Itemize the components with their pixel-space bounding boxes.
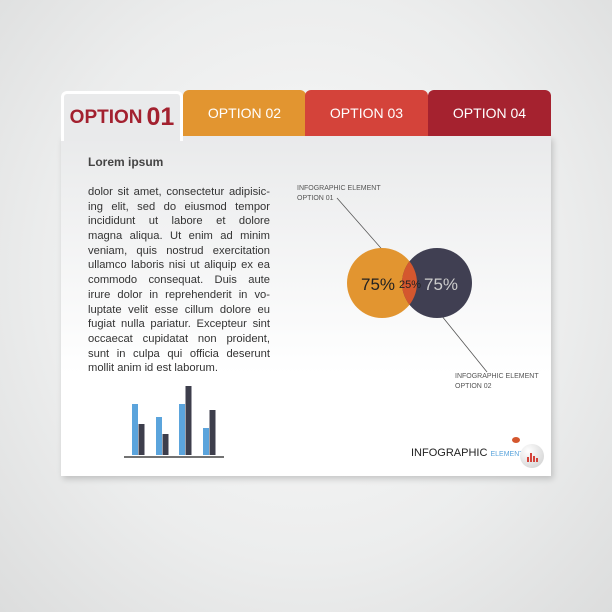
venn-left-value: 75% — [361, 275, 395, 294]
tab-label: OPTION — [69, 106, 143, 128]
body-line: dolor sit amet, consectetur adipisic- — [88, 186, 270, 198]
body-line: incididunt ut labore et dolore — [88, 215, 270, 228]
venn-circle-left — [347, 248, 417, 318]
body-line: mollit anim id est laborum. — [88, 362, 218, 375]
leader-line-02 — [440, 314, 488, 373]
mini-bar — [132, 404, 138, 455]
mini-bar — [203, 428, 209, 455]
body-text: dolor sit amet, consectetur adipisic-ing… — [88, 185, 270, 376]
content-panel — [61, 136, 551, 476]
tab-option-03[interactable]: OPTION 03 — [305, 90, 428, 136]
brand-chart-icon — [520, 444, 544, 468]
leader-line-01 — [336, 197, 388, 256]
body-line: ullamco laboris nisi ut aliquip ex ea — [88, 259, 270, 272]
brand-text: INFOGRAPHIC ELEMENT — [411, 447, 524, 459]
tab-option-04[interactable]: OPTION 04 — [428, 90, 551, 136]
venn-label-option-01: INFOGRAPHIC ELEMENT OPTION 01 — [297, 185, 381, 202]
brand-dot-icon — [512, 437, 520, 443]
tab-option-02[interactable]: OPTION 02 — [183, 90, 306, 136]
body-line: occaecat cupidatat non proident, — [88, 332, 270, 345]
body-line: ing elit, sed do eiusmod tempor — [88, 200, 270, 213]
venn-right-value: 75% — [424, 275, 458, 294]
venn-overlap-value: 25% — [399, 279, 421, 291]
body-line: luptate velit esse cillum dolore eu — [88, 303, 270, 316]
mini-bar — [209, 410, 216, 455]
body-line: commodo consequat. Duis aute — [88, 274, 270, 287]
body-line: fugiat nulla pariatur. Excepteur sint — [88, 318, 270, 331]
mini-bar — [162, 434, 169, 455]
venn-label-option-02: INFOGRAPHIC ELEMENT OPTION 02 — [455, 373, 539, 390]
tab-number: 01 — [146, 103, 175, 131]
content-heading: Lorem ipsum — [88, 155, 164, 169]
mini-bar — [138, 424, 145, 455]
body-line: veniam, quis nostrud exercitation — [88, 244, 270, 257]
body-line: irure dolor in reprehenderit in vo- — [88, 288, 270, 301]
body-line: sunt in culpa qui officia deserunt — [88, 347, 270, 360]
venn-circle-right — [402, 248, 472, 318]
mini-bar — [185, 386, 192, 455]
mini-bar — [156, 417, 162, 455]
tab-option-01[interactable]: OPTION 01 — [61, 91, 183, 141]
mini-bar — [179, 404, 185, 455]
mini-bar-chart — [132, 386, 216, 455]
body-line: magna aliqua. Ut enim ad minim — [88, 230, 270, 243]
